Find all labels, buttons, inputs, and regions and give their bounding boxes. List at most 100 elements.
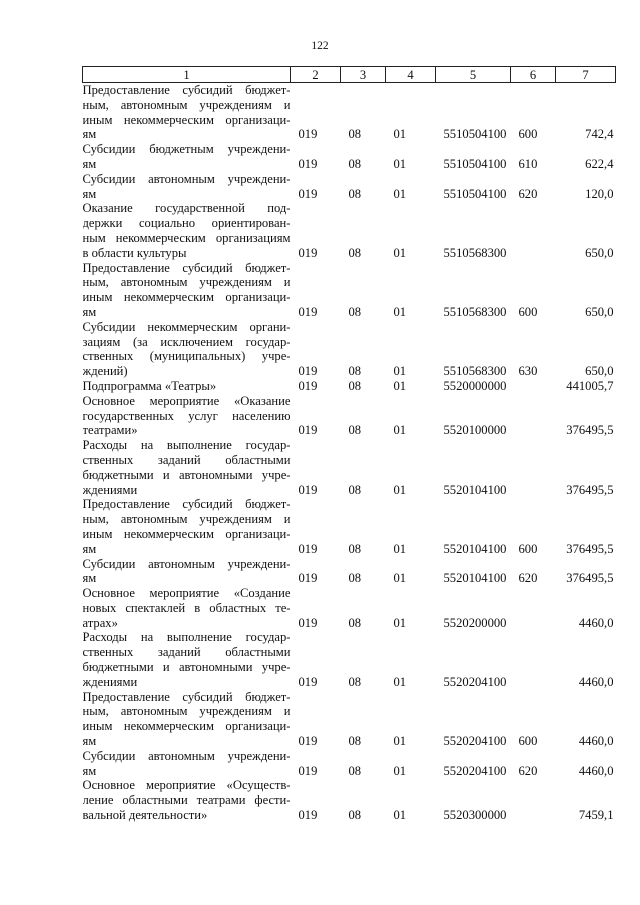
description-line: Предоставление субсидий бюджет- xyxy=(82,689,291,704)
row-description: Подпрограмма «Театры» xyxy=(83,379,291,394)
cell-c2: 019 xyxy=(298,186,318,201)
cell-c2: 019 xyxy=(298,615,318,630)
cell-c6: 630 xyxy=(518,364,538,379)
description-line: ственных заданий областными xyxy=(82,645,291,660)
cell-c3: 08 xyxy=(348,423,362,438)
budget-table: 1 2 3 4 5 6 7 Предоставление субсидий бю… xyxy=(82,66,616,823)
description-line: ям xyxy=(82,186,97,201)
table-row: Основное мероприятие «Осуществ-ление обл… xyxy=(83,778,616,822)
cell-c7: 376495,5 xyxy=(566,482,614,497)
row-description: Субсидии автономным учреждени-ям xyxy=(83,172,291,202)
col-header: 4 xyxy=(385,66,436,83)
table-row: Оказание государственной под-держки соци… xyxy=(83,201,616,260)
table-row: Предоставление субсидий бюджет-ным, авто… xyxy=(83,261,616,320)
cell-c2: 019 xyxy=(298,245,318,260)
cell-c7: 376495,5 xyxy=(566,423,614,438)
description-line: иным некоммерческим организаци- xyxy=(82,719,291,734)
description-line: ждениями xyxy=(82,482,138,497)
cell-c3: 08 xyxy=(348,127,362,142)
description-line: вальной деятельности» xyxy=(82,808,208,823)
cell-c3: 08 xyxy=(348,364,362,379)
description-line: Расходы на выполнение государ- xyxy=(82,630,291,645)
cell-c4: 01 xyxy=(393,127,407,142)
cell-c4: 01 xyxy=(393,245,407,260)
description-line: бюджетными и автономными учре- xyxy=(82,467,291,482)
cell-c7: 4460,0 xyxy=(578,615,614,630)
table-row: Основное мероприятие «Оказание государств… xyxy=(83,394,616,438)
cell-c5: 5520300000 xyxy=(443,808,507,823)
cell-c5: 5520104100 xyxy=(443,571,507,586)
cell-c4: 01 xyxy=(393,734,407,749)
row-description: Предоставление субсидий бюджет-ным, авто… xyxy=(83,83,291,143)
description-line: ждений) xyxy=(82,364,128,379)
description-line: Субсидии автономным учреждени- xyxy=(82,556,291,571)
description-line: бюджетными и автономными учре- xyxy=(82,660,291,675)
page-number: 122 xyxy=(311,40,329,52)
col-header: 5 xyxy=(435,66,511,83)
row-description: Субсидии некоммерческим органи-зациям (з… xyxy=(83,320,291,379)
cell-c2: 019 xyxy=(298,364,318,379)
cell-c6 xyxy=(511,586,556,630)
cell-c3: 08 xyxy=(348,541,362,556)
cell-c2: 019 xyxy=(298,156,318,171)
cell-c3: 08 xyxy=(348,156,362,171)
table-row: Подпрограмма «Театры» 019 08 01 5520000000 44… xyxy=(83,379,616,394)
cell-c6: 600 xyxy=(518,304,538,319)
cell-c5: 5520000000 xyxy=(443,378,507,393)
cell-c6 xyxy=(511,201,556,260)
cell-c2: 019 xyxy=(298,127,318,142)
description-line: Субсидии некоммерческим органи- xyxy=(82,319,291,334)
col-header: 2 xyxy=(290,66,341,83)
description-line: Оказание государственной под- xyxy=(82,201,291,216)
cell-c5: 5510504100 xyxy=(443,127,507,142)
description-line: ственных заданий областными xyxy=(82,452,291,467)
description-line: Субсидии бюджетным учреждени- xyxy=(82,142,291,157)
description-line: Расходы на выполнение государ- xyxy=(82,438,291,453)
table-row: Предоставление субсидий бюджет-ным, авто… xyxy=(83,497,616,556)
row-description: Основное мероприятие «Осуществ-ление обл… xyxy=(83,778,291,822)
header-row: 1 2 3 4 5 6 7 xyxy=(82,66,616,83)
cell-c2: 019 xyxy=(298,763,318,778)
cell-c4: 01 xyxy=(393,763,407,778)
description-line: Предоставление субсидий бюджет- xyxy=(82,83,291,97)
description-line: ным, автономным учреждениям и xyxy=(82,704,291,719)
cell-c6: 620 xyxy=(518,571,538,586)
cell-c5: 5520104100 xyxy=(443,482,507,497)
cell-c7: 742,4 xyxy=(585,127,614,142)
description-line: Основное мероприятие «Оказание xyxy=(82,393,291,408)
cell-c6: 610 xyxy=(518,156,538,171)
cell-c4: 01 xyxy=(393,378,407,393)
cell-c3: 08 xyxy=(348,763,362,778)
cell-c7: 4460,0 xyxy=(578,734,614,749)
cell-c4: 01 xyxy=(393,156,407,171)
cell-c7: 376495,5 xyxy=(566,571,614,586)
cell-c2: 019 xyxy=(298,304,318,319)
cell-c7: 622,4 xyxy=(585,156,614,171)
cell-c5: 5520204100 xyxy=(443,674,507,689)
col-header: 6 xyxy=(510,66,556,83)
cell-c7: 7459,1 xyxy=(578,808,614,823)
row-description: Субсидии автономным учреждени-ям xyxy=(83,749,291,779)
row-description: Расходы на выполнение государ-ственных з… xyxy=(83,630,291,689)
cell-c6 xyxy=(511,778,556,822)
description-line: атрах» xyxy=(82,615,118,630)
description-line: новых спектаклей в областных те- xyxy=(82,600,291,615)
description-line: ственных (муниципальных) учре- xyxy=(82,349,291,364)
description-line: ям xyxy=(82,304,97,319)
row-description: Оказание государственной под-держки соци… xyxy=(83,201,291,260)
description-line: Субсидии автономным учреждени- xyxy=(82,171,291,186)
description-line: иным некоммерческим организаци- xyxy=(82,112,291,127)
description-line: держки социально ориентирован- xyxy=(82,216,291,231)
description-line: ным, автономным учреждениям и xyxy=(82,512,291,527)
description-line: ям xyxy=(82,571,97,586)
row-description: Расходы на выполнение государ-ственных з… xyxy=(83,438,291,497)
table-row: Субсидии бюджетным учреждени-ям 019 08 01 55… xyxy=(83,142,616,172)
table-row: Расходы на выполнение государ-ственных з… xyxy=(83,438,616,497)
cell-c5: 5520104100 xyxy=(443,541,507,556)
cell-c7: 4460,0 xyxy=(578,674,614,689)
description-line: ным, автономным учреждениям и xyxy=(82,275,291,290)
table-row: Предоставление субсидий бюджет-ным, авто… xyxy=(83,690,616,749)
cell-c3: 08 xyxy=(348,571,362,586)
description-line: зациям (за исключением государ- xyxy=(82,334,291,349)
cell-c5: 5510568300 xyxy=(443,364,507,379)
